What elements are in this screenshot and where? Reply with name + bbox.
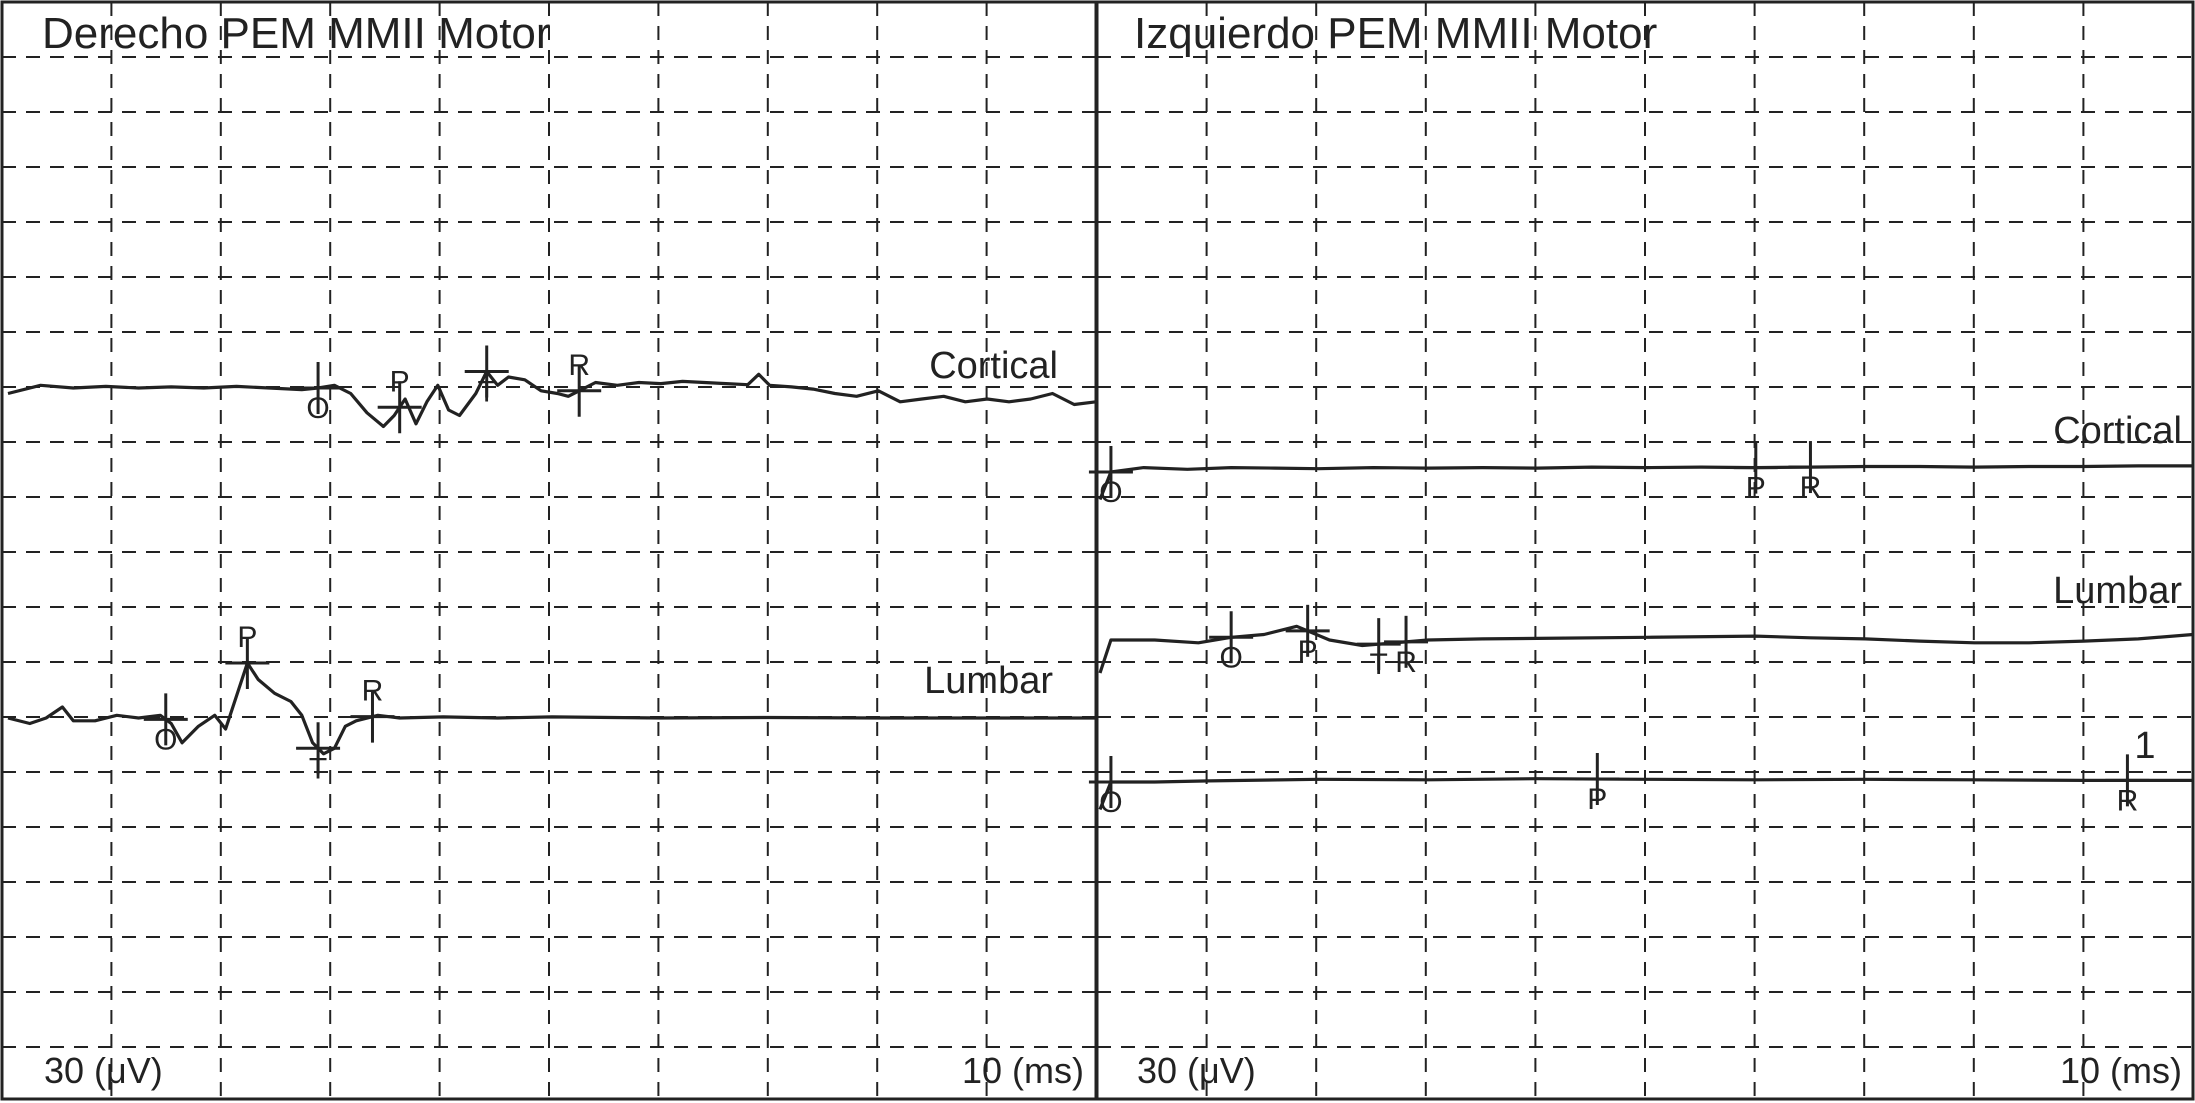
panel-izquierdo-traces: O P RO P T RO P R [1088,441,2194,819]
panel-derecho-title: Derecho PEM MMII Motor [42,9,551,58]
izquierdo-1-marker-o-label: O [1099,786,1122,819]
panel-derecho-grid [2,2,1096,1099]
izquierdo-trace-lumbar [1098,624,2194,674]
panel-derecho-amplitude-scale: 30 (μV) [44,1050,163,1091]
izquierdo-lumbar-marker-t-label: T [1370,648,1388,681]
panel-derecho-time-scale: 10 (ms) [962,1050,1084,1091]
panel-derecho-traces: O P T R O P T R [7,345,1097,785]
derecho-lumbar-marker-p-label: P [237,621,257,654]
izquierdo-trace-1 [1098,777,2193,811]
izquierdo-cortical-marker-r-label: R [1800,471,1822,504]
panel-izquierdo-trace-label-cortical: Cortical [2053,410,2182,452]
izquierdo-lumbar-marker-o-label: O [1219,641,1242,674]
panel-izquierdo-title: Izquierdo PEM MMII Motor [1134,9,1657,58]
derecho-cortical-marker-r-label: R [568,349,590,382]
panel-izquierdo-trace-label-lumbar: Lumbar [2053,570,2182,612]
izquierdo-cortical-marker-p-label: P [1746,472,1766,505]
panel-izquierdo-time-scale: 10 (ms) [2060,1050,2182,1091]
panel-izquierdo-frame [1095,0,2195,1101]
izquierdo-lumbar-marker-r-label: R [1395,646,1417,679]
derecho-cortical-marker-p-label: P [390,365,410,398]
panel-derecho-trace-label-lumbar: Lumbar [924,660,1053,702]
panel-izquierdo-amplitude-scale: 30 (μV) [1137,1050,1256,1091]
derecho-cortical-marker-t-label: T [478,376,496,409]
izquierdo-cortical-marker-o-label: O [1099,476,1122,509]
panel-derecho: O P T R O P T R Derecho PEM MMII Motor Cortical… [0,0,1098,1101]
panel-izquierdo: O P RO P T RO P R Izquierdo PEM MMII Motor Cort… [1088,0,2195,1101]
derecho-trace-lumbar [7,661,1096,756]
panel-derecho-trace-label-cortical: Cortical [929,345,1058,387]
izquierdo-lumbar-marker-p-label: P [1298,635,1318,668]
derecho-lumbar-marker-o-label: O [154,723,177,756]
izquierdo-1-marker-r-label: R [2117,784,2139,817]
derecho-lumbar-marker-t-label: T [309,752,327,785]
izquierdo-1-marker-p-label: P [1587,783,1607,816]
panel-izquierdo-grid [1097,2,2193,1099]
izquierdo-trace-cortical [1098,464,2193,501]
derecho-cortical-marker-o-label: O [306,392,329,425]
derecho-lumbar-marker-r-label: R [362,675,384,708]
panel-izquierdo-trace-label-1: 1 [2134,725,2155,767]
